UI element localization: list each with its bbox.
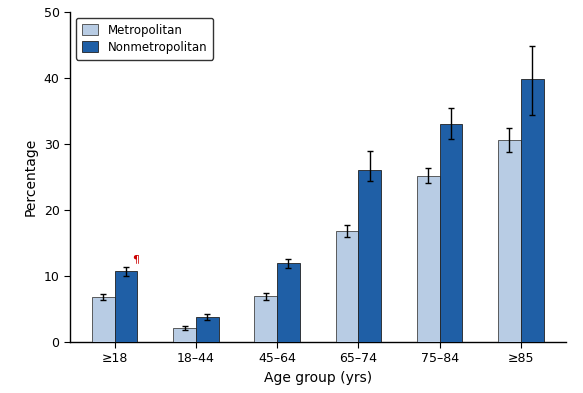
Bar: [440, 124, 462, 342]
Bar: [254, 296, 277, 342]
Bar: [196, 317, 219, 342]
Bar: [277, 263, 300, 342]
Bar: [498, 140, 521, 342]
Bar: [92, 297, 115, 342]
Bar: [521, 79, 543, 342]
Y-axis label: Percentage: Percentage: [24, 138, 38, 216]
Legend: Metropolitan, Nonmetropolitan: Metropolitan, Nonmetropolitan: [76, 18, 213, 60]
Bar: [173, 328, 196, 342]
Bar: [359, 170, 381, 342]
Bar: [336, 231, 359, 342]
X-axis label: Age group (yrs): Age group (yrs): [264, 371, 372, 385]
Bar: [417, 176, 440, 342]
Bar: [115, 271, 138, 342]
Text: ¶: ¶: [132, 255, 139, 264]
